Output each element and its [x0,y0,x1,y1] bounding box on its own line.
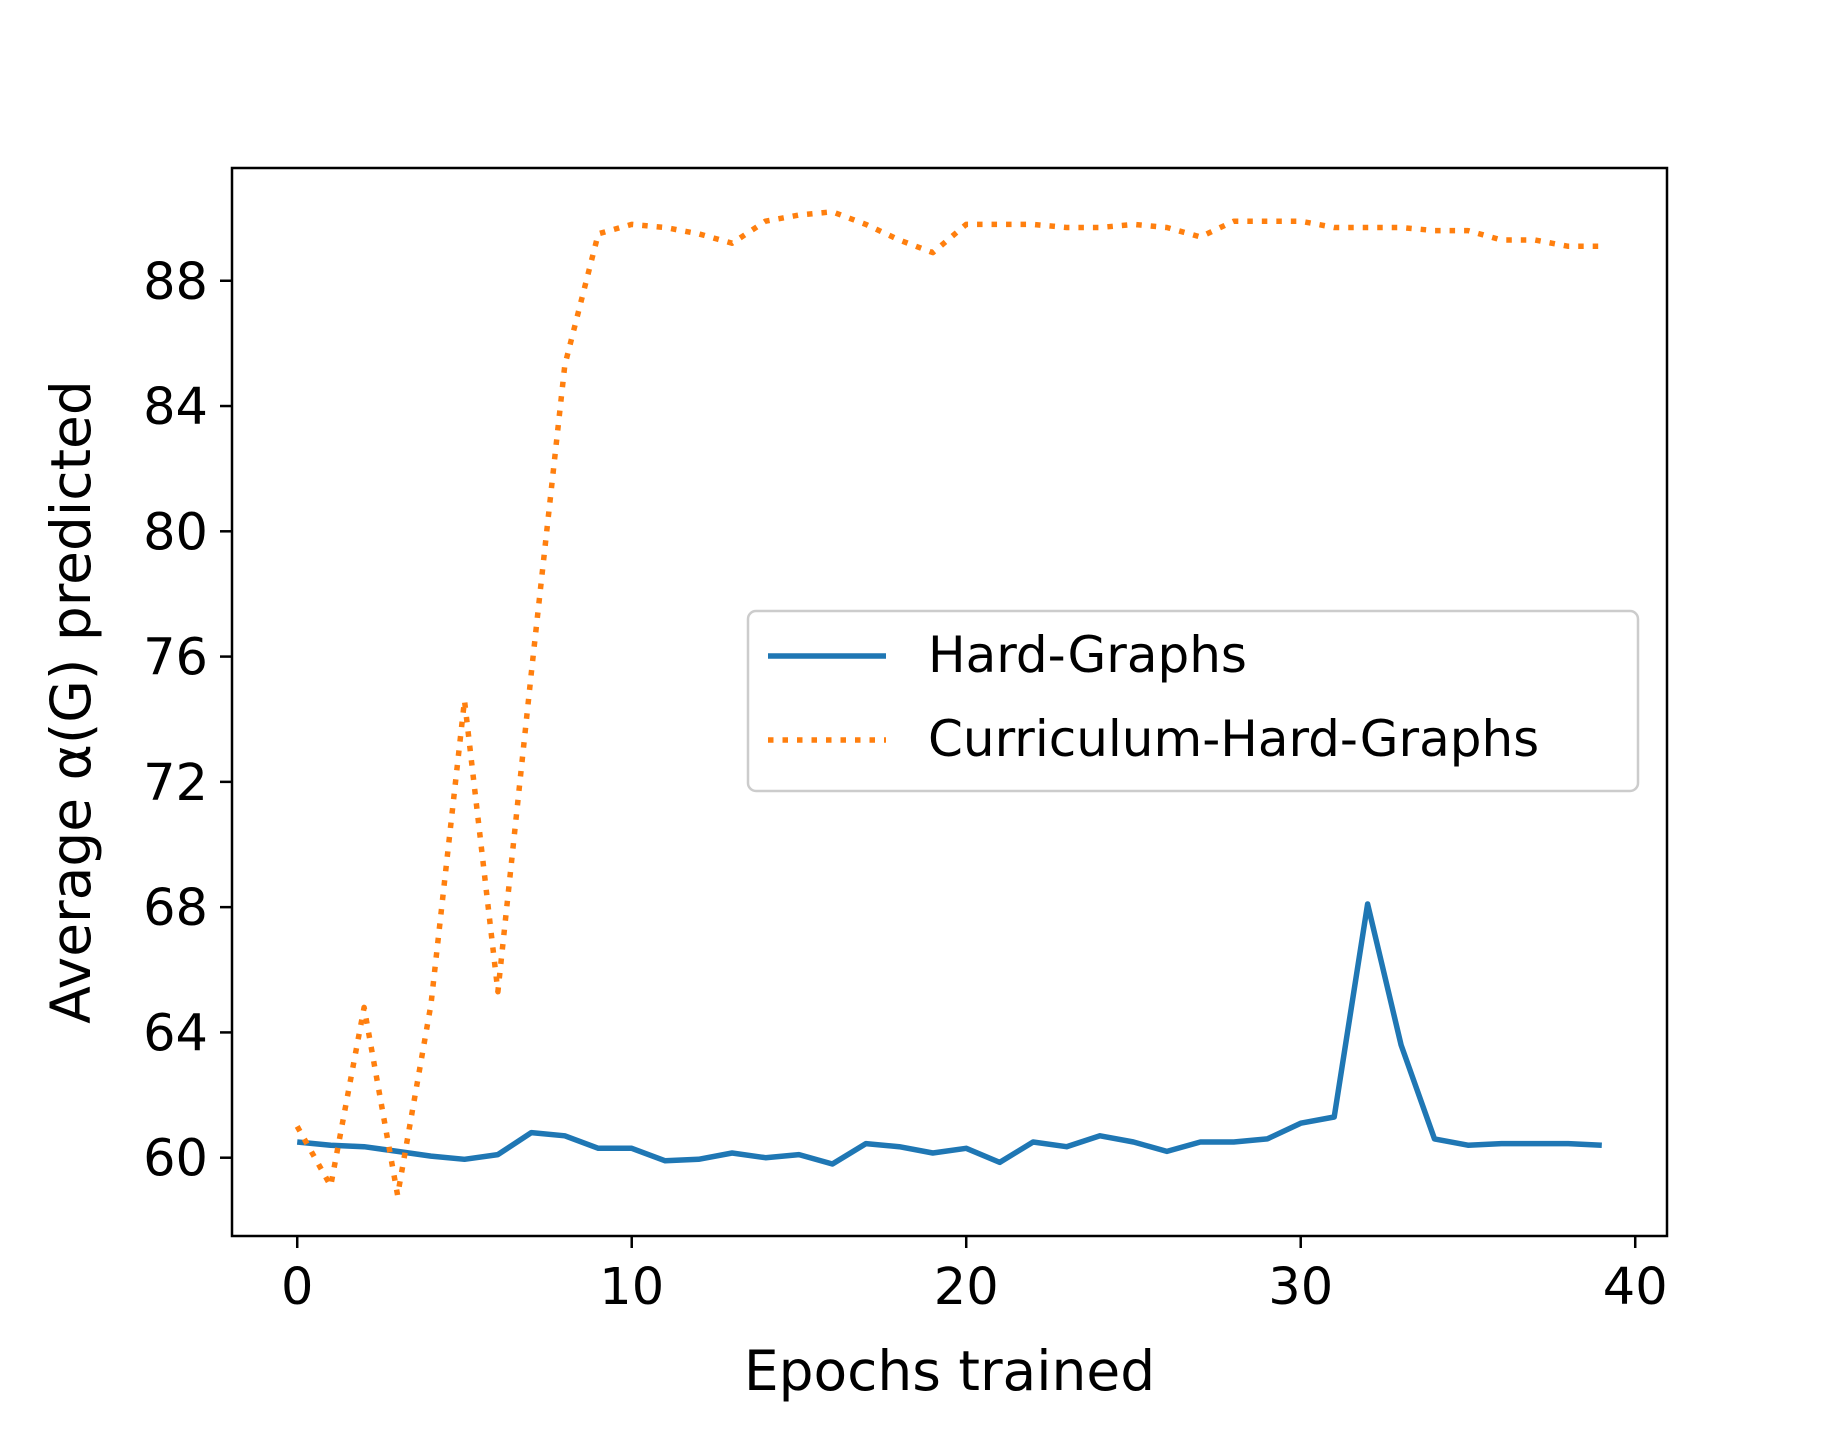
x-tick-label: 40 [1603,1258,1668,1317]
y-tick-label: 84 [143,378,208,437]
y-tick-label: 88 [143,253,208,312]
x-tick-label: 0 [281,1258,313,1317]
legend: Hard-Graphs Curriculum-Hard-Graphs [746,609,1640,793]
legend-label-curriculum-hard-graphs: Curriculum-Hard-Graphs [928,710,1539,768]
y-tick-label: 64 [143,1004,208,1063]
y-tick-label: 76 [143,629,208,688]
x-axis-ticks: 0 10 20 30 40 [281,1236,1668,1317]
x-tick-label: 30 [1268,1258,1333,1317]
series-layer [294,209,1602,1199]
y-tick-label: 68 [143,879,208,938]
y-axis-ticks: 60 64 68 72 76 80 84 88 [143,253,232,1189]
series-line-curriculum-hard-graphs [294,209,1602,1199]
x-axis-label: Epochs trained [744,1339,1155,1403]
x-tick-label: 10 [599,1258,664,1317]
y-tick-label: 60 [143,1130,208,1189]
y-tick-label: 72 [143,754,208,813]
y-axis-label: Average α(G) predicted [39,380,103,1024]
y-tick-label: 80 [143,503,208,562]
legend-label-hard-graphs: Hard-Graphs [928,626,1247,684]
series-line-hard-graphs [296,901,1602,1167]
x-tick-label: 20 [934,1258,999,1317]
plot-frame [230,166,1669,1238]
legend-box [746,609,1640,793]
